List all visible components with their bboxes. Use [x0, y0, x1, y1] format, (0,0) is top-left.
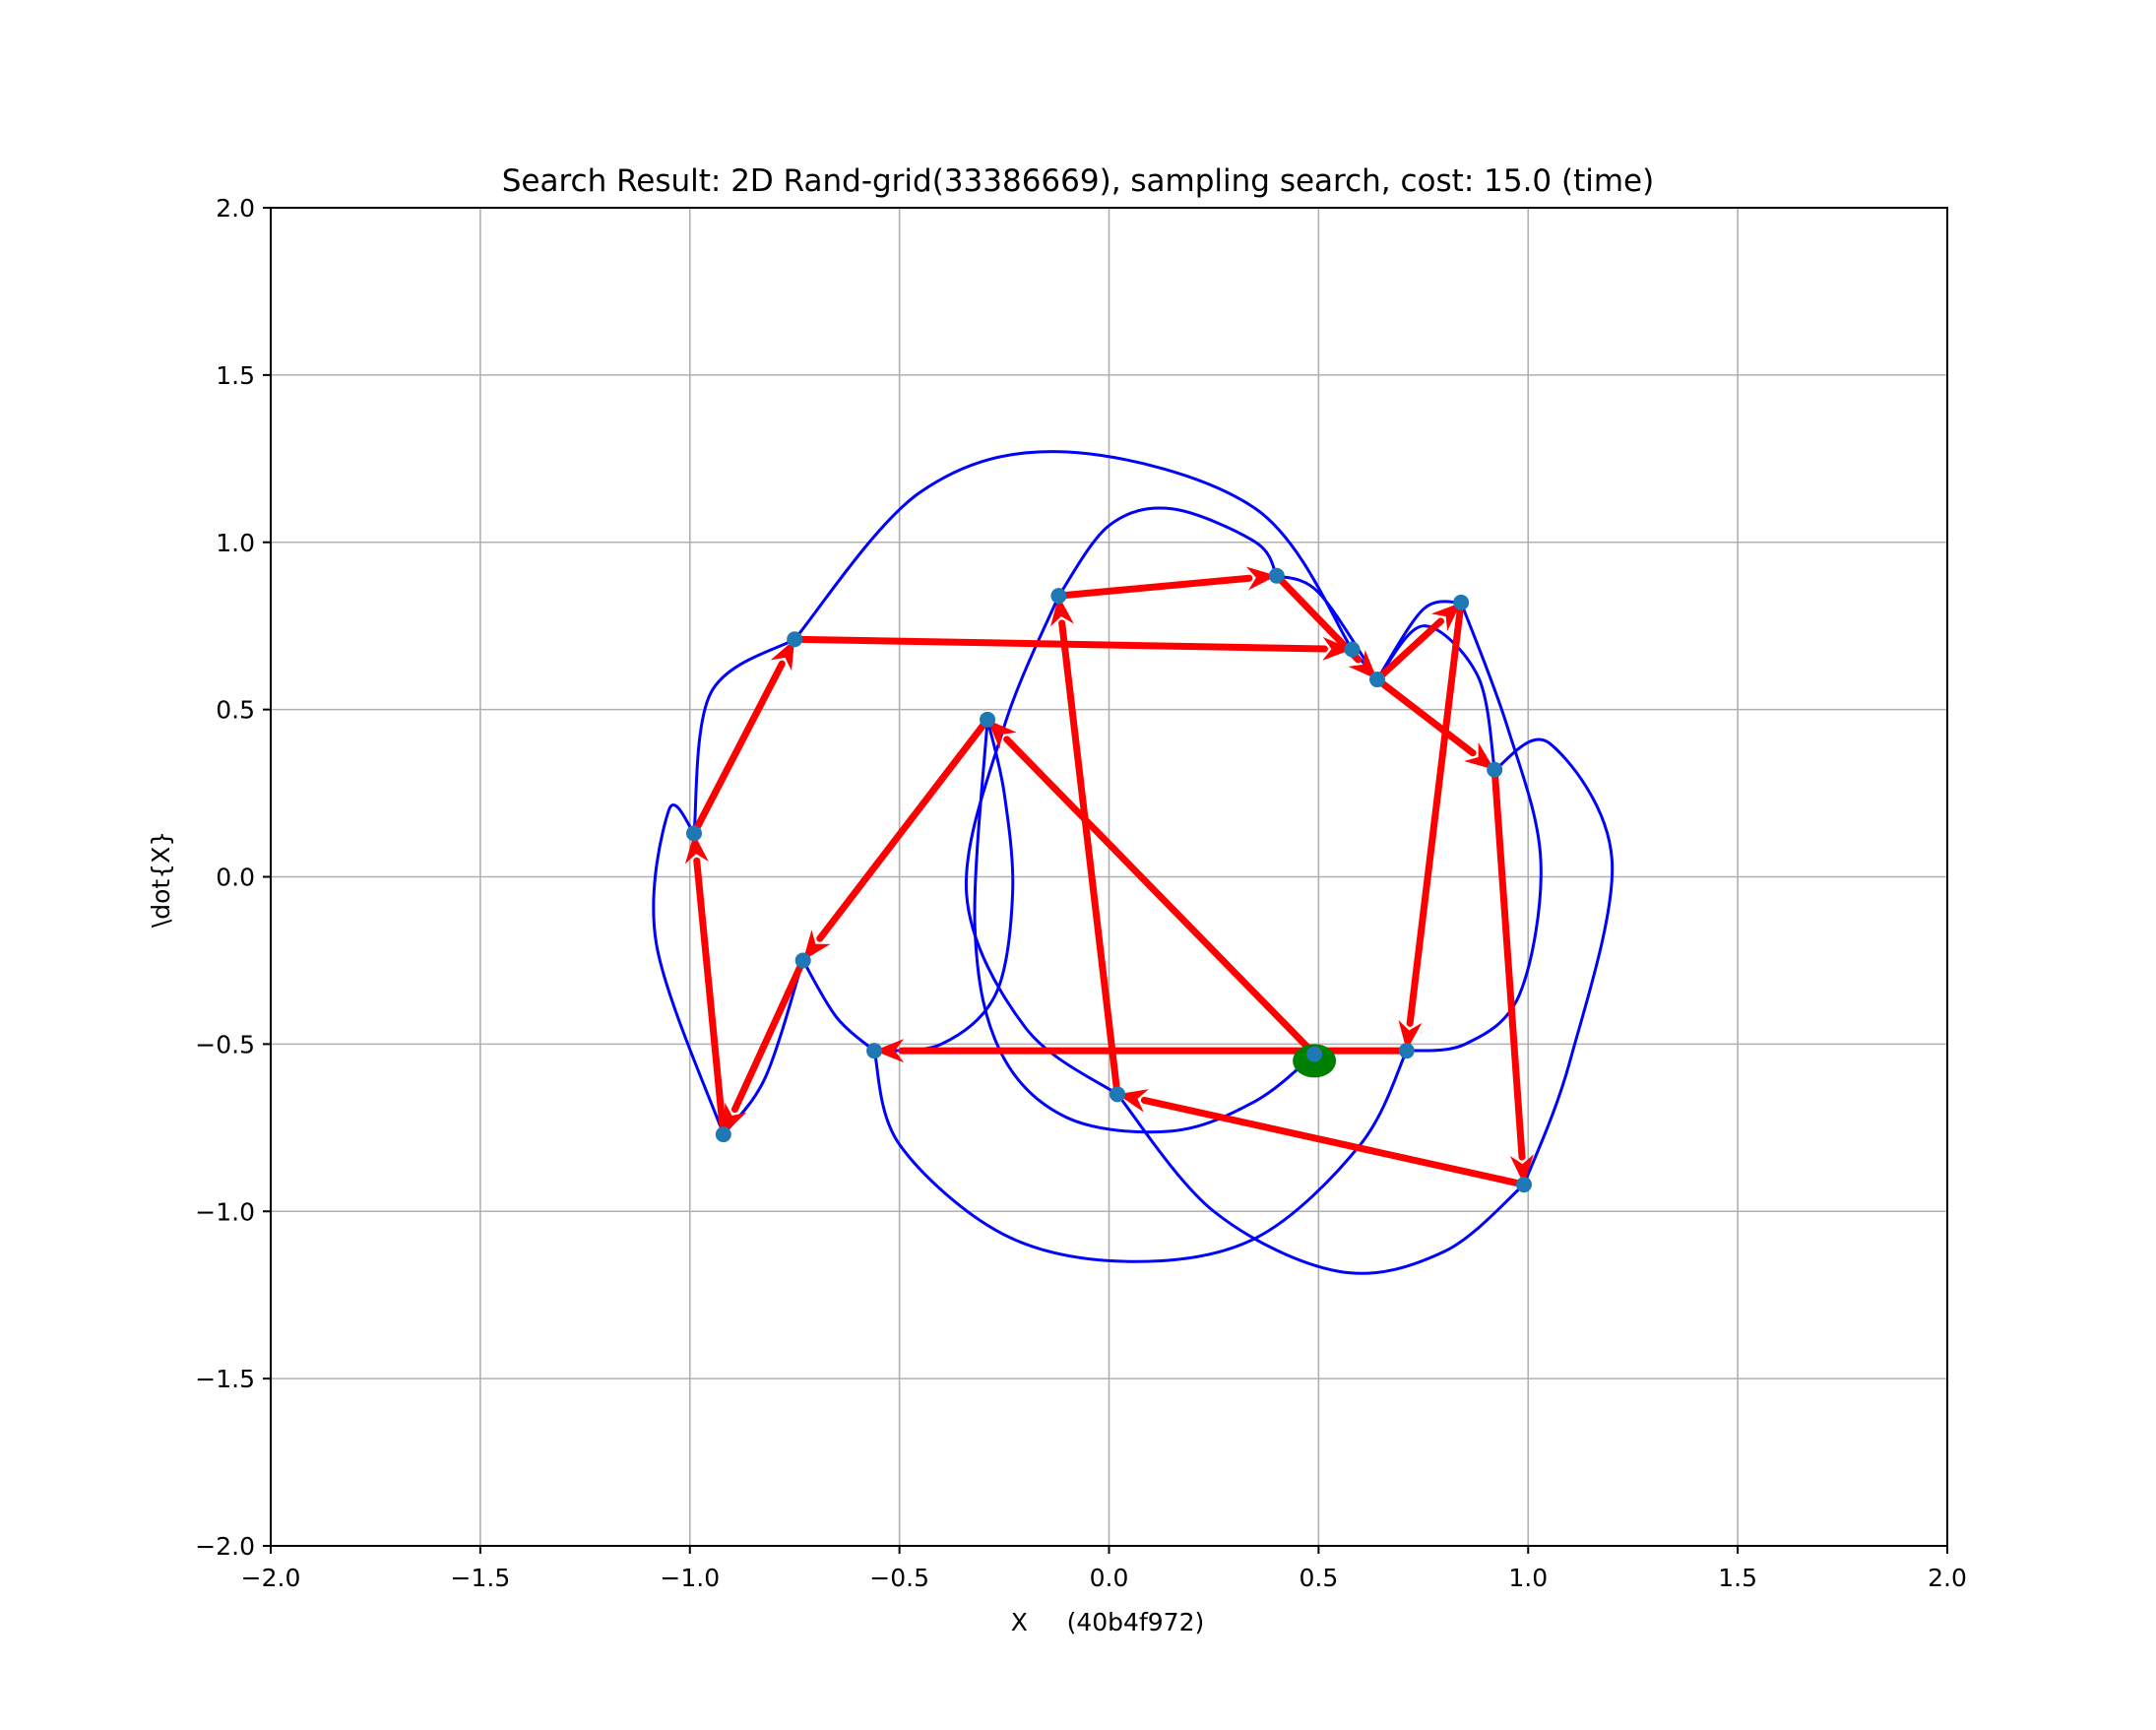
x-tick-label: −2.0 [241, 1564, 301, 1592]
edge-arrow-shaft [690, 660, 786, 837]
x-tick-label: −1.5 [451, 1564, 511, 1592]
node-point [1268, 567, 1285, 584]
edge-arrow-shaft [1003, 736, 1318, 1058]
node-point [1368, 672, 1385, 688]
edge-arrow-head [723, 1102, 747, 1135]
node-point [1306, 1046, 1323, 1062]
edge-arrow-head [1050, 596, 1074, 627]
x-tick-label: −0.5 [869, 1564, 929, 1592]
node-point [1110, 1086, 1126, 1103]
node-point [1050, 588, 1067, 605]
node-point [866, 1043, 883, 1059]
trajectory-curve [873, 719, 1015, 1053]
trajectory-curve [692, 637, 795, 834]
y-tick-label: 0.5 [216, 696, 255, 725]
x-tick-label: 1.5 [1718, 1564, 1757, 1592]
edge-arrow-head [1464, 741, 1495, 770]
trajectory-curve [1406, 602, 1543, 1053]
y-tick-label: 1.0 [216, 529, 255, 557]
trajectory-curve [872, 1050, 1409, 1263]
trajectory-curve [973, 719, 1316, 1134]
trajectory-curve [793, 450, 1354, 651]
node-point [686, 825, 703, 842]
edge-arrow-shaft [693, 857, 728, 1138]
edge-arrow-head [770, 639, 795, 672]
node-point [1398, 1043, 1415, 1059]
y-tick-label: −1.0 [195, 1197, 255, 1226]
node-point [715, 1126, 731, 1143]
search-edges [684, 566, 1534, 1188]
edge-arrow-head [1430, 602, 1462, 632]
x-tick-label: 1.0 [1508, 1564, 1548, 1592]
edge-arrow-shaft [1273, 572, 1362, 664]
edge-arrow-shaft [1406, 599, 1465, 1027]
edge-arrow-head [987, 719, 1017, 749]
edge-arrow-shaft [730, 956, 807, 1114]
y-tick-label: −0.5 [195, 1030, 255, 1058]
edge-arrow-head [874, 1039, 905, 1063]
edge-arrow-shaft [816, 716, 991, 942]
chart-title: Search Result: 2D Rand-grid(33386669), s… [502, 163, 1654, 199]
edge-arrow-head [1348, 650, 1377, 680]
edge-arrow-shaft [1490, 766, 1526, 1161]
node-point [1515, 1177, 1532, 1193]
nodes [686, 567, 1532, 1193]
node-point [1453, 594, 1470, 610]
edge-arrow-head [1322, 636, 1353, 661]
edge-arrow-shaft [1373, 617, 1445, 683]
node-point [1344, 641, 1361, 658]
y-tick-label: −2.0 [195, 1532, 255, 1561]
y-tick-label: 0.0 [216, 864, 255, 892]
edge-arrow-head [1398, 1019, 1423, 1052]
edge-arrow-head [1509, 1154, 1534, 1185]
edge-arrow-head [802, 929, 831, 961]
edge-arrow-shaft [791, 635, 1328, 653]
x-tick-label: 2.0 [1928, 1564, 1967, 1592]
y-axis-label: \dot{X} [147, 831, 175, 928]
edge-arrow-head [684, 833, 709, 865]
edge-arrow-shaft [1140, 1096, 1528, 1188]
y-tick-label: 2.0 [216, 194, 255, 223]
node-point [980, 711, 996, 728]
trajectory-curve [1057, 506, 1279, 597]
node-point [1487, 761, 1503, 778]
x-tick-label: −1.0 [660, 1564, 720, 1592]
x-tick-label: 0.0 [1090, 1564, 1129, 1592]
node-point [794, 952, 811, 969]
y-tick-label: −1.5 [195, 1365, 255, 1393]
edge-arrow-shaft [1058, 619, 1121, 1098]
trajectories [652, 450, 1615, 1275]
trajectory-curve [801, 959, 876, 1053]
trajectory-curve [1115, 1093, 1525, 1275]
x-axis-label: X (40b4f972) [1011, 1608, 1204, 1636]
x-tick-label: 0.5 [1299, 1564, 1338, 1592]
grid [270, 207, 1948, 1547]
edge-arrow-shaft [1054, 574, 1253, 600]
edge-arrow-head [1245, 566, 1277, 591]
ticks: −2.0 −1.5 −1.0 −0.5 0.0 0.5 1.0 1.5 2.0 −2.0 −1.5 −… [195, 194, 1967, 1592]
edge-arrow-shaft [1373, 675, 1477, 757]
trajectory-curve [964, 595, 1118, 1096]
node-point [787, 631, 803, 648]
y-tick-label: 1.5 [216, 361, 255, 390]
trajectory-curve [652, 803, 726, 1135]
trajectory-curve [1493, 737, 1615, 1185]
